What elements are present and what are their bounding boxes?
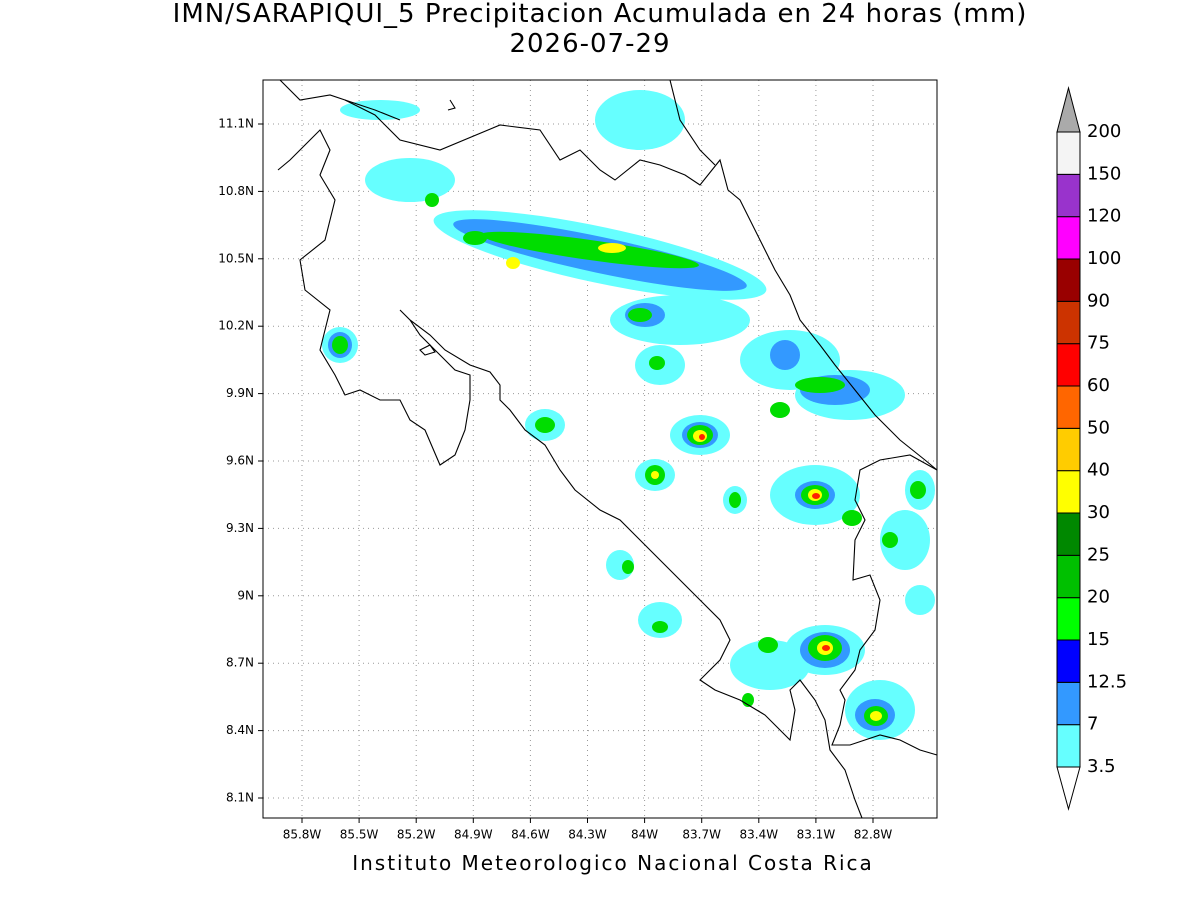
lat-tick-label: 8.1N bbox=[226, 791, 254, 805]
colorbar-label: 12.5 bbox=[1087, 671, 1127, 692]
colorbar-label: 30 bbox=[1087, 502, 1110, 523]
lat-tick-label: 9.6N bbox=[226, 454, 254, 468]
lon-tick-label: 83.7W bbox=[682, 828, 721, 842]
footer: Instituto Meteorologico Nacional Costa R… bbox=[352, 851, 874, 875]
map-panel bbox=[262, 79, 938, 819]
colorbar-label: 90 bbox=[1087, 290, 1110, 311]
lat-tick-label: 8.4N bbox=[226, 723, 254, 737]
lon-tick-label: 83.4W bbox=[740, 828, 779, 842]
colorbar-box bbox=[1056, 385, 1081, 429]
lat-tick-label: 9.3N bbox=[226, 521, 254, 535]
colorbar-box bbox=[1056, 343, 1081, 387]
colorbar-box bbox=[1056, 724, 1081, 768]
colorbar-label: 40 bbox=[1087, 460, 1110, 481]
lon-tick-label: 84.3W bbox=[568, 828, 607, 842]
title: IMN/SARAPIQUI_5 Precipitacion Acumulada … bbox=[173, 0, 1028, 29]
lat-tick-label: 10.2N bbox=[218, 319, 254, 333]
coastlines-and-borders bbox=[277, 79, 938, 819]
lon-tick-label: 84W bbox=[631, 828, 658, 842]
lat-tick-label: 9.9N bbox=[226, 386, 254, 400]
colorbar-over bbox=[1056, 86, 1081, 133]
colorbar-box bbox=[1056, 470, 1081, 514]
colorbar-box bbox=[1056, 258, 1081, 302]
colorbar: 3.5 7 12.5 15 20 25 30 40 50 60 75 90 100 120 150 200 bbox=[1056, 86, 1127, 811]
colorbar-under bbox=[1056, 766, 1081, 811]
colorbar-label: 3.5 bbox=[1087, 756, 1116, 777]
colorbar-box bbox=[1056, 597, 1081, 641]
colorbar-label: 20 bbox=[1087, 587, 1110, 608]
date: 2026-07-29 bbox=[509, 29, 670, 59]
lat-tick-label: 8.7N bbox=[226, 656, 254, 670]
lon-tick-label: 85.2W bbox=[397, 828, 436, 842]
colorbar-label: 15 bbox=[1087, 629, 1110, 650]
precipitation-field bbox=[322, 90, 935, 740]
lon-tick-label: 85.5W bbox=[340, 828, 379, 842]
lon-tick-label: 85.8W bbox=[283, 828, 322, 842]
lat-tick-label: 10.5N bbox=[218, 251, 254, 265]
lon-tick-label: 83.1W bbox=[797, 828, 836, 842]
plot-frame bbox=[262, 79, 938, 819]
plot-background bbox=[263, 80, 937, 818]
colorbar-box bbox=[1056, 427, 1081, 472]
colorbar-label: 7 bbox=[1087, 714, 1098, 735]
lat-tick-label: 9N bbox=[237, 588, 254, 602]
colorbar-box bbox=[1056, 131, 1081, 175]
colorbar-label: 150 bbox=[1087, 163, 1121, 184]
lon-tick-label: 84.6W bbox=[511, 828, 550, 842]
lat-tick-label: 10.8N bbox=[218, 184, 254, 198]
colorbar-label: 100 bbox=[1087, 248, 1121, 269]
lon-tick-label: 84.9W bbox=[454, 828, 493, 842]
colorbar-box bbox=[1056, 300, 1081, 345]
colorbar-box bbox=[1056, 216, 1081, 260]
colorbar-box bbox=[1056, 173, 1081, 218]
colorbar-label: 75 bbox=[1087, 333, 1110, 354]
colorbar-label: 50 bbox=[1087, 417, 1110, 438]
lon-tick-label: 82.8W bbox=[854, 828, 893, 842]
colorbar-box bbox=[1056, 639, 1081, 683]
colorbar-label: 25 bbox=[1087, 544, 1110, 565]
colorbar-label: 200 bbox=[1087, 121, 1121, 142]
colorbar-label: 120 bbox=[1087, 206, 1121, 227]
colorbar-box bbox=[1056, 681, 1081, 726]
colorbar-box bbox=[1056, 512, 1081, 556]
lat-tick-label: 11.1N bbox=[218, 117, 254, 131]
colorbar-label: 60 bbox=[1087, 375, 1110, 396]
colorbar-box bbox=[1056, 554, 1081, 599]
